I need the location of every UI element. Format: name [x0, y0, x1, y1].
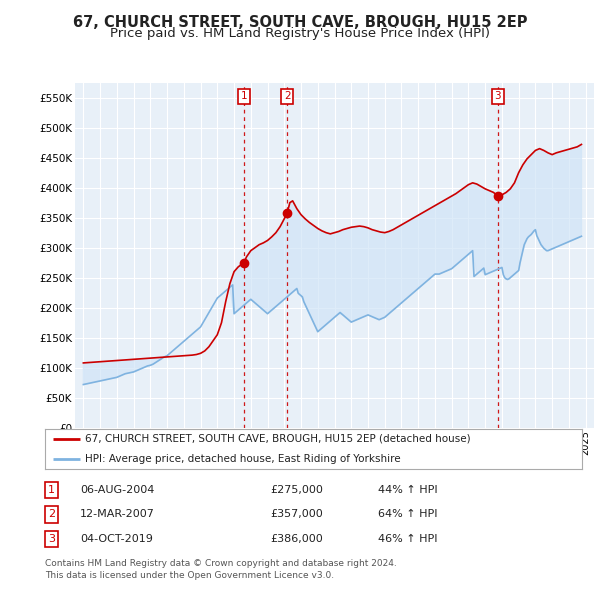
Text: 46% ↑ HPI: 46% ↑ HPI — [378, 534, 437, 544]
Text: 2: 2 — [284, 91, 290, 101]
Text: 3: 3 — [494, 91, 501, 101]
Text: 1: 1 — [48, 485, 55, 495]
Text: 44% ↑ HPI: 44% ↑ HPI — [378, 485, 437, 495]
Text: £275,000: £275,000 — [271, 485, 323, 495]
Text: 67, CHURCH STREET, SOUTH CAVE, BROUGH, HU15 2EP (detached house): 67, CHURCH STREET, SOUTH CAVE, BROUGH, H… — [85, 434, 471, 444]
Text: 3: 3 — [48, 534, 55, 544]
Text: Price paid vs. HM Land Registry's House Price Index (HPI): Price paid vs. HM Land Registry's House … — [110, 27, 490, 40]
Text: 12-MAR-2007: 12-MAR-2007 — [80, 510, 155, 519]
Text: Contains HM Land Registry data © Crown copyright and database right 2024.: Contains HM Land Registry data © Crown c… — [45, 559, 397, 568]
Text: 06-AUG-2004: 06-AUG-2004 — [80, 485, 154, 495]
Text: 2: 2 — [48, 510, 55, 519]
Text: 1: 1 — [241, 91, 247, 101]
Text: 64% ↑ HPI: 64% ↑ HPI — [378, 510, 437, 519]
Text: 04-OCT-2019: 04-OCT-2019 — [80, 534, 153, 544]
Text: This data is licensed under the Open Government Licence v3.0.: This data is licensed under the Open Gov… — [45, 571, 334, 579]
Text: 67, CHURCH STREET, SOUTH CAVE, BROUGH, HU15 2EP: 67, CHURCH STREET, SOUTH CAVE, BROUGH, H… — [73, 15, 527, 30]
Text: HPI: Average price, detached house, East Riding of Yorkshire: HPI: Average price, detached house, East… — [85, 454, 401, 464]
Text: £357,000: £357,000 — [271, 510, 323, 519]
Text: £386,000: £386,000 — [271, 534, 323, 544]
